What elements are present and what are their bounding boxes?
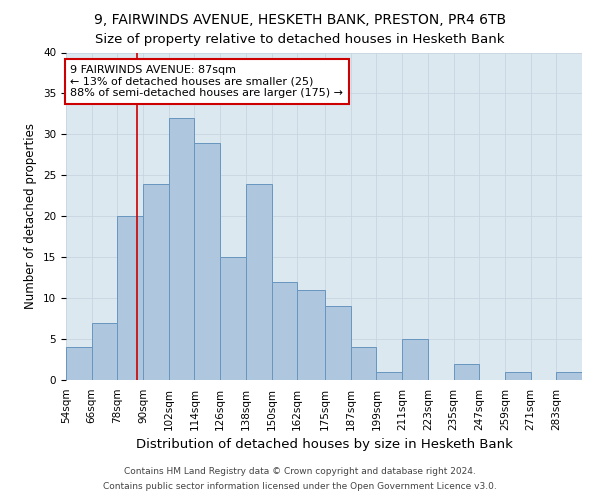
X-axis label: Distribution of detached houses by size in Hesketh Bank: Distribution of detached houses by size … bbox=[136, 438, 512, 451]
Text: 9, FAIRWINDS AVENUE, HESKETH BANK, PRESTON, PR4 6TB: 9, FAIRWINDS AVENUE, HESKETH BANK, PREST… bbox=[94, 12, 506, 26]
Bar bbox=[454, 364, 479, 380]
Text: Contains HM Land Registry data © Crown copyright and database right 2024.: Contains HM Land Registry data © Crown c… bbox=[124, 467, 476, 476]
Bar bbox=[92, 322, 118, 380]
Bar bbox=[272, 282, 297, 380]
Bar bbox=[220, 257, 246, 380]
Bar bbox=[376, 372, 402, 380]
Bar bbox=[325, 306, 351, 380]
Text: 9 FAIRWINDS AVENUE: 87sqm
← 13% of detached houses are smaller (25)
88% of semi-: 9 FAIRWINDS AVENUE: 87sqm ← 13% of detac… bbox=[70, 65, 343, 98]
Bar bbox=[194, 142, 220, 380]
Bar bbox=[402, 339, 428, 380]
Bar bbox=[169, 118, 194, 380]
Bar bbox=[246, 184, 272, 380]
Bar bbox=[351, 347, 376, 380]
Bar bbox=[556, 372, 582, 380]
Bar bbox=[143, 184, 169, 380]
Bar bbox=[297, 290, 325, 380]
Text: Contains public sector information licensed under the Open Government Licence v3: Contains public sector information licen… bbox=[103, 482, 497, 491]
Bar bbox=[118, 216, 143, 380]
Text: Size of property relative to detached houses in Hesketh Bank: Size of property relative to detached ho… bbox=[95, 32, 505, 46]
Y-axis label: Number of detached properties: Number of detached properties bbox=[25, 123, 37, 309]
Bar bbox=[66, 347, 92, 380]
Bar bbox=[505, 372, 530, 380]
